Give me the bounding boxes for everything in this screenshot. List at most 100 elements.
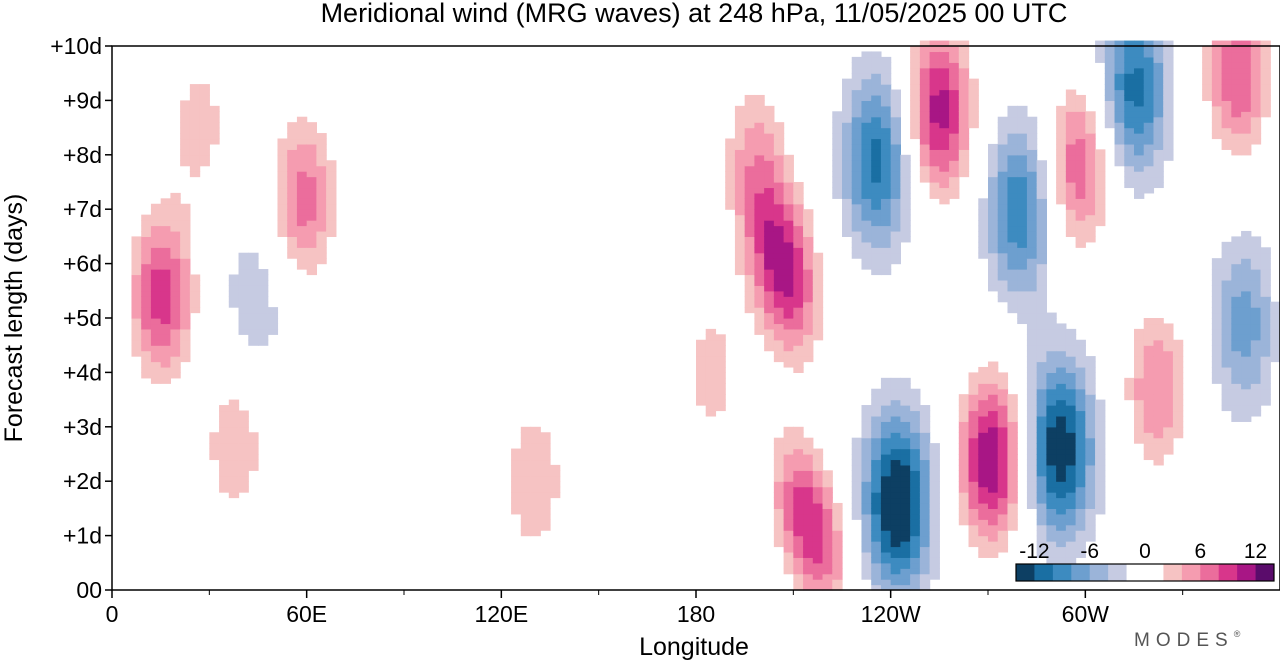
field-cell — [1056, 530, 1067, 537]
field-cell — [1231, 339, 1242, 346]
field-cell — [783, 230, 794, 237]
field-cell — [1095, 454, 1106, 461]
field-cell — [160, 263, 171, 270]
field-cell — [170, 334, 181, 341]
field-cell — [696, 383, 707, 390]
field-cell — [1211, 127, 1223, 134]
field-cell — [1241, 296, 1252, 303]
field-cell — [1007, 236, 1018, 243]
field-cell — [277, 171, 288, 178]
field-cell — [744, 198, 755, 205]
field-cell — [1007, 230, 1018, 237]
field-cell — [306, 220, 317, 227]
field-cell — [150, 312, 162, 319]
field-cell — [1104, 78, 1116, 85]
field-cell — [1095, 486, 1106, 493]
field-cell — [822, 524, 833, 531]
field-cell — [929, 51, 940, 58]
field-cell — [1056, 127, 1067, 134]
field-cell — [890, 464, 901, 471]
field-cell — [803, 220, 814, 227]
field-cell — [890, 459, 901, 466]
field-cell — [949, 56, 960, 63]
field-cell — [520, 524, 532, 531]
field-cell — [1065, 214, 1077, 221]
field-cell — [1153, 160, 1164, 167]
field-cell — [296, 154, 308, 161]
field-cell — [793, 198, 804, 205]
field-cell — [1231, 263, 1242, 270]
field-cell — [754, 258, 765, 265]
field-cell — [803, 274, 814, 281]
field-cell — [1056, 105, 1067, 112]
field-cell — [803, 225, 814, 232]
field-cell — [929, 492, 940, 499]
field-cell — [1250, 296, 1262, 303]
field-cell — [968, 475, 979, 482]
field-cell — [1143, 171, 1155, 178]
field-cell — [1172, 388, 1184, 395]
field-cell — [238, 443, 249, 450]
field-cell — [1270, 323, 1280, 330]
field-cell — [978, 198, 989, 205]
field-cell — [540, 475, 551, 482]
field-cell — [287, 127, 298, 134]
field-cell — [1143, 182, 1155, 189]
field-cell — [929, 187, 940, 194]
field-cell — [1007, 263, 1018, 270]
field-cell — [1007, 187, 1018, 194]
field-cell — [1065, 481, 1077, 488]
field-cell — [1065, 454, 1077, 461]
field-cell — [997, 432, 1009, 439]
field-cell — [754, 149, 765, 156]
field-cell — [1046, 426, 1057, 433]
field-cell — [1124, 182, 1135, 189]
field-cell — [812, 279, 824, 286]
field-cell — [1163, 94, 1174, 101]
field-cell — [1231, 269, 1242, 276]
field-cell — [1075, 502, 1086, 509]
field-cell — [1056, 535, 1067, 542]
field-cell — [1095, 475, 1106, 482]
field-cell — [1260, 394, 1271, 401]
field-cell — [199, 138, 210, 145]
field-cell — [734, 252, 746, 259]
field-cell — [929, 94, 940, 101]
colorbar-label: -6 — [1080, 540, 1099, 563]
field-cell — [744, 176, 755, 183]
field-cell — [287, 220, 298, 227]
field-cell — [958, 138, 970, 145]
field-cell — [1036, 345, 1047, 352]
field-cell — [1075, 100, 1086, 107]
field-cell — [705, 366, 717, 373]
field-cell — [1026, 312, 1038, 319]
field-cell — [1046, 470, 1057, 477]
field-cell — [997, 388, 1009, 395]
field-cell — [228, 459, 240, 466]
field-cell — [890, 252, 901, 259]
field-cell — [180, 122, 191, 129]
field-cell — [1231, 241, 1242, 248]
field-cell — [783, 454, 794, 461]
field-cell — [929, 562, 940, 569]
field-cell — [248, 323, 259, 330]
field-cell — [734, 241, 746, 248]
field-cell — [530, 513, 541, 520]
field-cell — [1056, 350, 1067, 357]
field-cell — [696, 399, 707, 406]
field-cell — [1065, 94, 1077, 101]
field-cell — [1221, 133, 1232, 140]
field-cell — [734, 269, 746, 276]
field-cell — [1172, 372, 1184, 379]
field-cell — [910, 111, 921, 118]
field-cell — [1153, 67, 1164, 74]
field-cell — [803, 481, 814, 488]
field-cell — [793, 192, 804, 199]
field-cell — [919, 426, 931, 433]
field-cell — [997, 143, 1009, 150]
field-cell — [1202, 73, 1213, 80]
field-cell — [209, 122, 220, 129]
field-cell — [793, 519, 804, 526]
field-cell — [851, 203, 863, 210]
field-cell — [696, 394, 707, 401]
